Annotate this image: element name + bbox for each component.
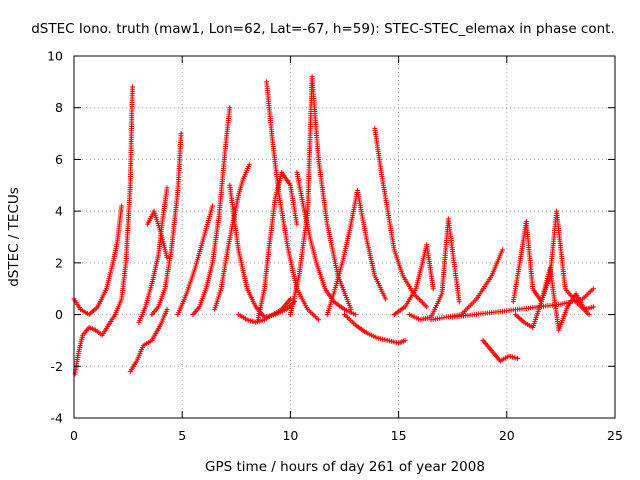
data-point [590,304,596,310]
y-tick-label: 6 [55,152,63,167]
chart-title: dSTEC Iono. truth (maw1, Lon=62, Lat=-67… [31,21,615,37]
series-arc07 [175,203,215,318]
data-point [456,299,462,305]
y-tick-label: -2 [51,359,63,374]
series-arc16 [324,187,389,318]
data-point [287,296,293,302]
series-arc13 [235,296,293,325]
data-point [316,317,322,323]
data-point [294,221,300,227]
data-point [178,131,184,137]
data-point [164,255,170,261]
data-point [164,306,170,312]
series-arc17 [342,312,408,346]
x-tick-label: 0 [70,428,78,443]
data-point [402,337,408,343]
series-arc15 [294,169,358,318]
series-arc14 [287,74,354,318]
y-tick-label: 4 [55,204,63,219]
data-point [227,105,233,111]
x-tick-label: 20 [499,428,515,443]
y-tick-label: 2 [55,255,63,270]
data-point [246,162,252,168]
y-axis-label: dSTEC / TECUs [6,187,22,287]
series-arc05 [149,131,184,318]
series-arc01 [71,203,125,318]
series-arc08 [190,105,233,318]
x-tick-label: 25 [607,428,623,443]
data-marks [71,74,596,377]
data-point [586,312,592,318]
data-point [590,286,596,292]
data-point [430,286,436,292]
series-arc24 [510,208,592,318]
axis-ticks: 0 5 10 15 20 25 -4 -2 0 2 4 6 8 10 [47,49,623,444]
series-arc18 [372,125,430,310]
x-tick-label: 5 [178,428,186,443]
data-point [352,312,358,318]
y-tick-label: 0 [55,307,63,322]
data-point [348,306,354,312]
data-point [164,185,170,191]
data-point [383,296,389,302]
data-point [499,247,505,253]
series-arc11 [255,169,300,323]
series-arc10 [227,182,298,320]
series-arc03 [127,306,170,374]
series-arc06 [145,208,170,261]
data-point [119,203,125,209]
data-point [515,356,521,362]
data-point [209,203,215,209]
y-tick-label: 10 [47,49,63,64]
series-arc12 [264,79,322,323]
x-axis-label: GPS time / hours of day 261 of year 2008 [205,459,485,475]
x-tick-label: 15 [391,428,407,443]
grid [74,56,615,418]
series-arc23 [480,337,521,364]
y-tick-label: 8 [55,100,63,115]
series-arc22 [450,286,596,320]
series-arc04 [136,185,170,325]
plot-frame [73,55,616,419]
data-point [424,304,430,310]
data-point [129,84,135,90]
series-arc20 [406,216,462,323]
y-tick-label: -4 [51,411,64,426]
series-arc02 [72,84,135,377]
x-tick-label: 10 [282,428,298,443]
series-arc19 [391,242,436,318]
series-arc25 [512,265,596,333]
